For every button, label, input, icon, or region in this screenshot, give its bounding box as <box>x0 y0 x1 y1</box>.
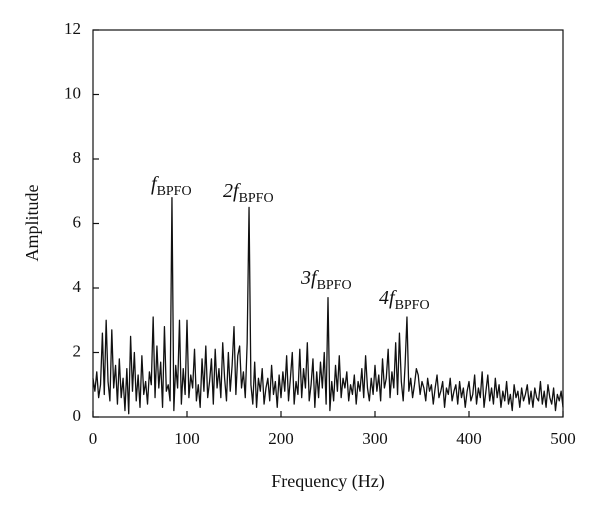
annotation-subscript: BPFO <box>157 184 192 199</box>
x-axis-label: Frequency (Hz) <box>271 471 384 492</box>
y-tick-label: 4 <box>73 277 82 296</box>
annotation-subscript: BPFO <box>395 298 430 313</box>
x-tick-label: 500 <box>550 429 576 448</box>
x-tick-label: 0 <box>89 429 98 448</box>
annotation-symbol: 2f <box>223 180 241 202</box>
peak-annotation: 2fBPFO <box>223 180 274 206</box>
peak-annotation: 3fBPFO <box>300 267 352 293</box>
annotation-symbol: 4f <box>379 287 397 309</box>
peak-annotation: 4fBPFO <box>379 287 430 313</box>
y-tick-label: 8 <box>73 148 82 167</box>
y-axis-label: Amplitude <box>22 184 42 261</box>
y-tick-label: 12 <box>64 19 81 38</box>
annotation-symbol: f <box>151 173 159 195</box>
x-tick-label: 100 <box>174 429 200 448</box>
y-tick-label: 0 <box>73 406 82 425</box>
annotation-symbol: 3f <box>300 267 319 289</box>
x-tick-label: 400 <box>456 429 482 448</box>
y-tick-label: 2 <box>73 341 82 360</box>
y-tick-label: 6 <box>73 212 82 231</box>
annotation-subscript: BPFO <box>239 191 274 206</box>
y-tick-label: 10 <box>64 83 81 102</box>
peak-annotation: fBPFO <box>151 173 192 199</box>
x-tick-label: 300 <box>362 429 388 448</box>
x-tick-label: 200 <box>268 429 294 448</box>
annotation-subscript: BPFO <box>317 278 352 293</box>
spectrum-line <box>92 197 564 415</box>
